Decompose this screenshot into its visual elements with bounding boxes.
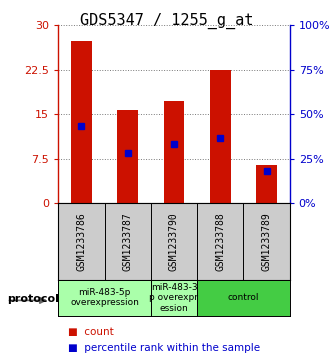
Text: ■  percentile rank within the sample: ■ percentile rank within the sample <box>68 343 260 353</box>
Text: protocol: protocol <box>7 294 59 305</box>
Text: GSM1233789: GSM1233789 <box>261 212 272 271</box>
Text: GSM1233790: GSM1233790 <box>169 212 179 271</box>
Bar <box>71 41 92 203</box>
Text: miR-483-5p
overexpression: miR-483-5p overexpression <box>70 288 139 307</box>
Text: control: control <box>228 293 259 302</box>
Text: GDS5347 / 1255_g_at: GDS5347 / 1255_g_at <box>80 13 253 29</box>
Text: miR-483-3
p overexpr
ession: miR-483-3 p overexpr ession <box>150 283 198 313</box>
Text: GSM1233786: GSM1233786 <box>76 212 87 271</box>
Bar <box>197 280 290 316</box>
Bar <box>117 110 138 203</box>
Bar <box>256 165 277 203</box>
Text: GSM1233788: GSM1233788 <box>215 212 225 271</box>
Text: ■  count: ■ count <box>68 327 114 337</box>
Text: GSM1233787: GSM1233787 <box>123 212 133 271</box>
Bar <box>58 280 151 316</box>
Bar <box>164 101 184 203</box>
Bar <box>210 70 231 203</box>
Bar <box>151 280 197 316</box>
